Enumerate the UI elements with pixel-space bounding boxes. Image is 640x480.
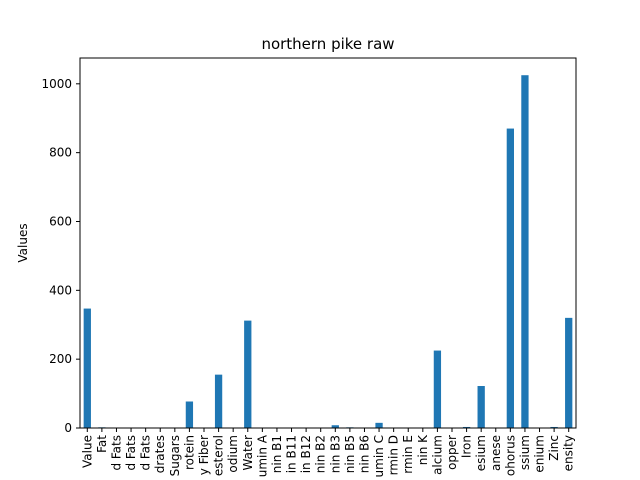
- x-tick-label: nin B1: [270, 435, 284, 473]
- x-tick-label: Iron: [460, 435, 474, 458]
- y-tick-label: 600: [49, 214, 72, 228]
- chart-title: northern pike raw: [261, 35, 394, 53]
- x-tick-label: rotein: [182, 435, 196, 470]
- bar-9: [214, 374, 223, 428]
- x-tick-label: y Fiber: [197, 435, 211, 475]
- bar-24: [433, 350, 442, 428]
- y-axis-label: Values: [16, 223, 30, 262]
- x-tick-label: Fat: [95, 435, 109, 453]
- x-tick-label: Zinc: [547, 435, 561, 461]
- x-tick-label: rmin E: [401, 435, 415, 474]
- x-tick-label: d Fats: [139, 435, 153, 471]
- bar-17: [331, 425, 339, 428]
- y-tick-label: 400: [49, 283, 72, 297]
- x-tick-label: nin B3: [328, 435, 342, 473]
- x-tick-label: alcium: [430, 435, 444, 475]
- x-tick-label: esium: [474, 435, 488, 471]
- bar-30: [521, 75, 529, 429]
- bar-20: [375, 422, 383, 428]
- x-tick-label: drates: [153, 435, 167, 473]
- bars-group: [83, 75, 573, 429]
- x-tick-label: nin B6: [357, 435, 371, 473]
- x-tick-label: d Fats: [109, 435, 123, 471]
- bar-32: [550, 426, 558, 428]
- x-tick-label: anese: [489, 435, 503, 471]
- x-tick-label: Sugars: [168, 435, 182, 476]
- x-tick-label: opper: [445, 435, 459, 470]
- plot-area-frame: [79, 57, 577, 429]
- y-tick-label: 800: [49, 146, 72, 160]
- y-tick-label: 1000: [41, 77, 72, 91]
- x-tick-label: enium: [533, 435, 547, 473]
- x-tick-label: nin B2: [314, 435, 328, 473]
- x-tick-label: odium: [226, 435, 240, 473]
- x-tick-label: nin K: [416, 434, 430, 465]
- bar-0: [83, 308, 91, 428]
- x-tick-label: ohorus: [503, 435, 517, 476]
- bar-27: [477, 386, 485, 428]
- x-tick-label: Value: [80, 435, 94, 468]
- bar-11: [244, 320, 252, 428]
- bar-29: [506, 128, 514, 428]
- x-tick-label: ensity: [562, 435, 576, 471]
- x-tick-label: umin C: [372, 435, 386, 477]
- y-tick-label: 0: [64, 421, 72, 435]
- x-tick-label: umin A: [255, 434, 269, 477]
- x-tick-label: rmin D: [387, 435, 401, 475]
- y-axis-ticks: 0 200 400 600 800 1000: [41, 77, 80, 435]
- x-tick-label: in B11: [285, 435, 299, 473]
- x-tick-label: Water: [241, 435, 255, 471]
- x-tick-label: d Fats: [124, 435, 138, 471]
- bar-7: [185, 401, 194, 428]
- bar-26: [462, 426, 471, 428]
- bar-33: [565, 317, 573, 428]
- x-tick-label: ssium: [518, 435, 532, 470]
- x-tick-label: in B12: [299, 435, 313, 473]
- y-tick-label: 200: [49, 352, 72, 366]
- x-tick-label: esterol: [212, 435, 226, 476]
- x-tick-label: nin B5: [343, 435, 357, 473]
- x-axis-ticks: Value Fat d Fats d Fats d Fats drates Sugars ro…: [80, 428, 576, 477]
